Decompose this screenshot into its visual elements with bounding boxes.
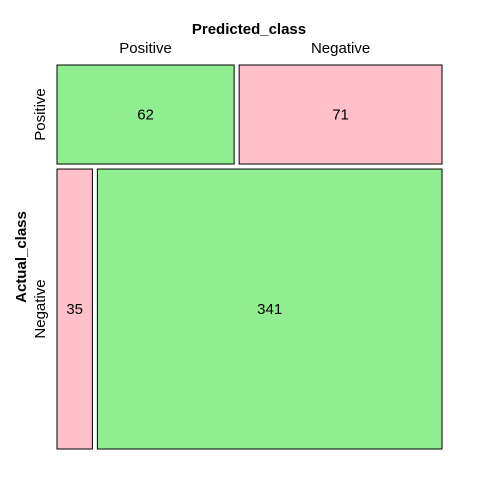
cell-positive-negative [238,64,443,165]
cell-negative-negative [96,168,443,450]
mosaic-cells: 62 71 35 341 [56,64,443,450]
y-tick-label-positive: Positive [32,88,49,141]
x-axis-title: Predicted_class [192,21,306,38]
cell-value-negative-positive: 35 [66,301,83,318]
cell-positive-positive [56,64,235,165]
cell-value-positive-negative: 71 [332,107,349,124]
y-axis-title: Actual_class [13,211,30,303]
x-tick-label-positive: Positive [119,40,172,57]
x-tick-label-negative: Negative [311,40,370,57]
cell-value-positive-positive: 62 [137,107,154,124]
y-tick-label-negative: Negative [32,279,49,338]
cell-negative-positive [56,168,93,450]
cell-value-negative-negative: 341 [257,301,282,318]
